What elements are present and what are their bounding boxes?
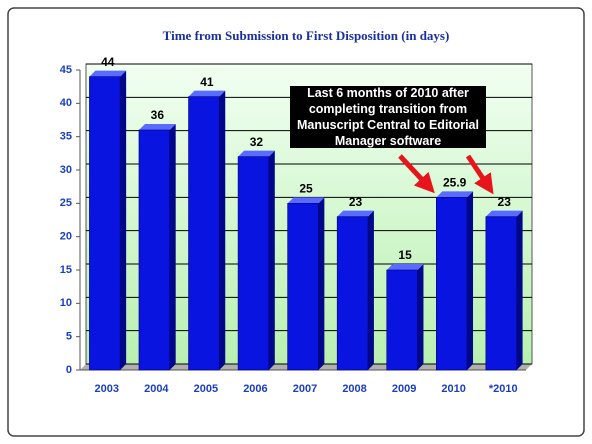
bar-side [120,70,127,371]
bar-top [386,264,424,270]
x-tick-label: 2005 [194,383,218,395]
value-label: 23 [349,195,363,209]
x-tick-label: 2007 [293,383,317,395]
bar-top [238,150,275,157]
bar [386,269,418,371]
bar [336,216,369,371]
value-label: 25.9 [443,176,467,190]
bar-top [138,124,176,130]
x-tick-label: 2008 [342,383,366,395]
arrow [398,154,435,194]
bar [485,216,517,371]
value-label: 41 [200,75,214,89]
bar-top [485,210,523,217]
bar [436,197,468,371]
bar [287,203,319,371]
bar-side [417,264,424,370]
value-label: 15 [398,248,412,262]
annotation: Last 6 months of 2010 after completing t… [290,86,486,148]
y-tick-label: 40 [60,97,72,109]
x-tick-label: 2009 [392,383,416,395]
bar [138,129,170,371]
value-label: 32 [250,135,264,149]
y-tick-label: 20 [60,231,72,243]
bar-top [188,90,226,97]
y-tick-label: 45 [60,64,72,76]
y-tick-label: 0 [66,364,72,376]
bar [188,96,220,371]
arrow [465,154,494,195]
bar-top [436,191,474,198]
bar-top [337,210,374,217]
bar-side [318,197,325,370]
value-label: 44 [101,55,115,69]
bar-side [467,191,474,370]
bar-side [268,150,275,370]
bar-side [516,210,523,370]
x-tick-label: 2003 [95,383,119,395]
x-tick-label: 2006 [243,383,267,395]
bar [237,156,270,371]
bar [89,76,121,371]
bar-top [287,197,325,204]
value-label: 25 [299,182,313,196]
y-tick-label: 25 [60,197,72,209]
bar-side [367,210,374,370]
y-tick-label: 35 [60,131,72,143]
x-tick-label: *2010 [489,383,518,395]
annotation-box: Last 6 months of 2010 after completing t… [290,86,486,148]
value-label: 23 [498,195,512,209]
value-label: 36 [151,108,165,122]
y-tick-label: 5 [66,331,72,343]
x-tick-label: 2004 [144,383,169,395]
bar-side [169,124,176,370]
chart-title: Time from Submission to First Dispositio… [163,28,450,43]
bar-side [219,90,226,371]
y-tick-label: 15 [60,264,72,276]
y-tick-label: 30 [60,164,72,176]
x-tick-label: 2010 [441,383,465,395]
y-tick-label: 10 [60,297,72,309]
bar-top [89,70,127,77]
